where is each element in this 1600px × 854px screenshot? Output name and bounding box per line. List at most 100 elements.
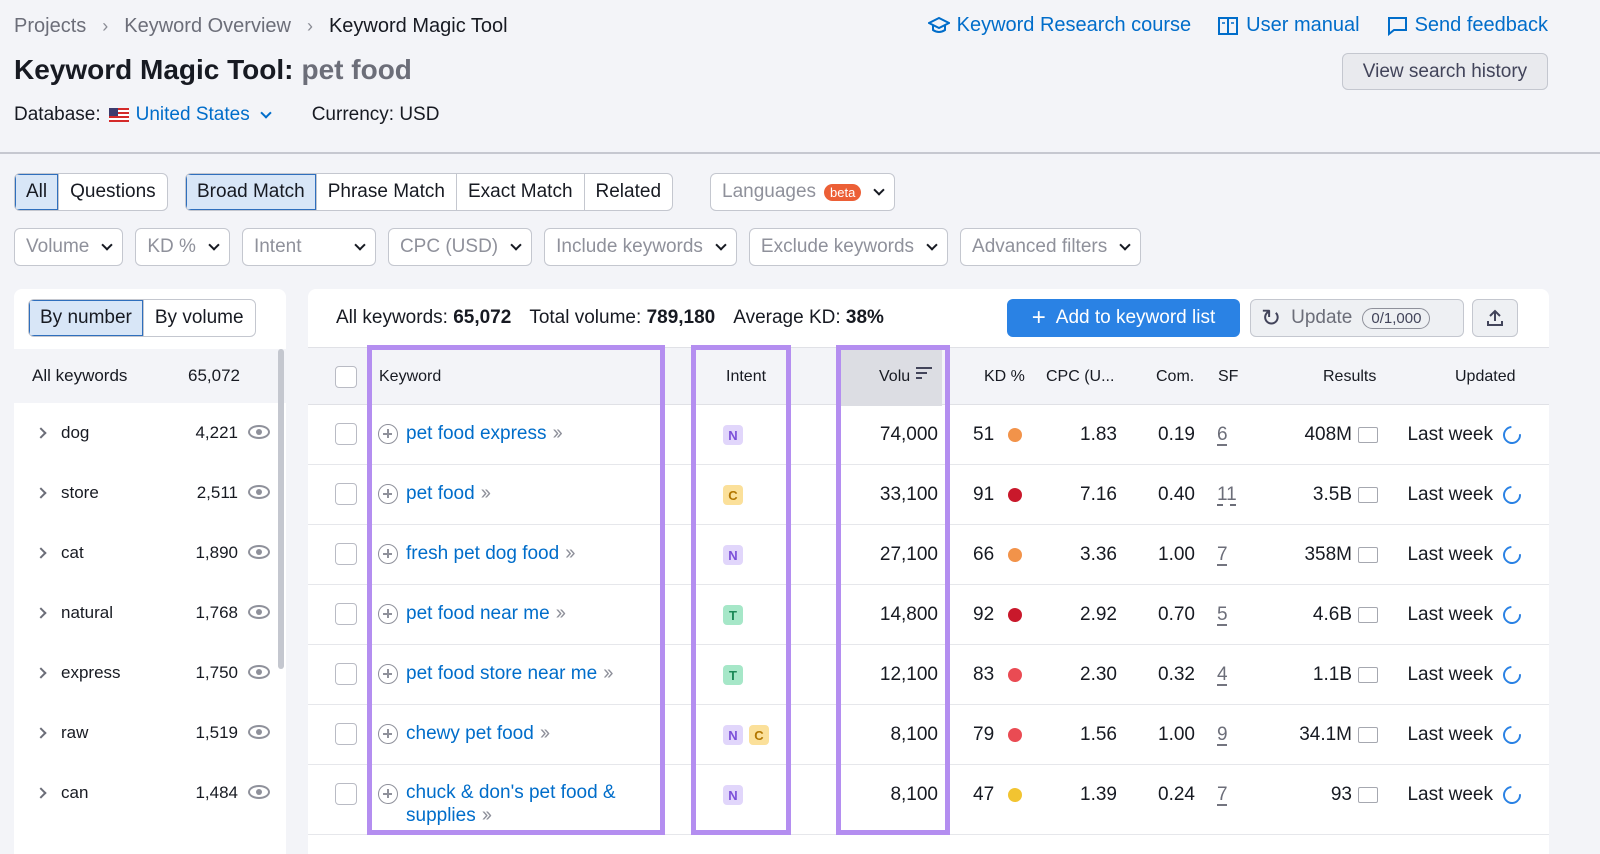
languages-dropdown[interactable]: Languages beta	[710, 173, 896, 211]
refresh-icon[interactable]	[1499, 482, 1525, 508]
intent-badge[interactable]: N	[723, 725, 743, 745]
serp-features-cell[interactable]: 9	[1217, 724, 1228, 745]
serp-features-cell[interactable]: 11	[1217, 484, 1237, 505]
add-keyword-icon[interactable]	[378, 724, 398, 744]
row-checkbox[interactable]	[335, 423, 357, 445]
tab-questions[interactable]: Questions	[58, 174, 167, 210]
keyword-link[interactable]: fresh pet dog food ››	[406, 542, 576, 565]
serp-preview-icon[interactable]	[1358, 727, 1378, 743]
update-button[interactable]: ↻ Update 0/1,000	[1250, 299, 1464, 337]
intent-badge[interactable]: T	[723, 665, 743, 685]
column-kd[interactable]: KD %	[984, 368, 1025, 385]
all-keywords-group[interactable]: All keywords 65,072	[14, 349, 286, 403]
row-checkbox[interactable]	[335, 663, 357, 685]
refresh-icon[interactable]	[1499, 662, 1525, 688]
double-chevron-right-icon[interactable]: ››	[565, 542, 575, 564]
view-search-history-button[interactable]: View search history	[1342, 53, 1548, 90]
serp-features-cell[interactable]: 4	[1217, 664, 1228, 685]
advanced-filters[interactable]: Advanced filters	[960, 228, 1142, 266]
chevron-right-icon[interactable]	[35, 607, 47, 619]
keyword-link[interactable]: pet food ››	[406, 482, 491, 505]
add-keyword-icon[interactable]	[378, 664, 398, 684]
by-volume-button[interactable]: By volume	[142, 300, 255, 336]
group-item[interactable]: store 2,511	[14, 463, 274, 523]
group-item[interactable]: raw 1,519	[14, 703, 274, 763]
kd-filter[interactable]: KD %	[135, 228, 230, 266]
exclude-keywords-filter[interactable]: Exclude keywords	[748, 228, 949, 266]
column-volume[interactable]: Volu	[879, 368, 911, 385]
add-keyword-icon[interactable]	[378, 784, 398, 804]
add-keyword-icon[interactable]	[378, 604, 398, 624]
intent-badge[interactable]: N	[723, 545, 743, 565]
group-item[interactable]: dog 4,221	[14, 403, 274, 463]
include-keywords-filter[interactable]: Include keywords	[544, 228, 737, 266]
double-chevron-right-icon[interactable]: ››	[555, 602, 566, 624]
serp-features-cell[interactable]: 5	[1217, 604, 1228, 625]
eye-icon[interactable]	[248, 665, 270, 679]
serp-preview-icon[interactable]	[1358, 427, 1378, 443]
eye-icon[interactable]	[248, 425, 270, 439]
chevron-right-icon[interactable]	[35, 487, 47, 499]
refresh-icon[interactable]	[1499, 422, 1525, 448]
intent-badge[interactable]: C	[749, 725, 769, 745]
tab-phrase-match[interactable]: Phrase Match	[315, 174, 456, 210]
column-results[interactable]: Results	[1323, 368, 1377, 385]
row-checkbox[interactable]	[335, 483, 357, 505]
keyword-link[interactable]: chuck & don's pet food & supplies ››	[406, 782, 668, 827]
database-selector[interactable]: United States	[136, 104, 272, 126]
double-chevron-right-icon[interactable]: ››	[603, 662, 613, 684]
double-chevron-right-icon[interactable]: ››	[539, 722, 550, 744]
chevron-right-icon[interactable]	[35, 667, 47, 679]
eye-icon[interactable]	[248, 785, 270, 799]
add-keyword-icon[interactable]	[378, 424, 398, 444]
group-item[interactable]: can 1,484	[14, 763, 274, 823]
breadcrumb-keyword-overview[interactable]: Keyword Overview	[124, 15, 291, 37]
export-button[interactable]	[1472, 299, 1518, 337]
group-item[interactable]: cat 1,890	[14, 523, 274, 583]
chevron-right-icon[interactable]	[35, 727, 47, 739]
eye-icon[interactable]	[248, 725, 270, 739]
group-item[interactable]: express 1,750	[14, 643, 274, 703]
row-checkbox[interactable]	[335, 603, 357, 625]
double-chevron-right-icon[interactable]: ››	[552, 422, 562, 444]
keyword-link[interactable]: pet food store near me ››	[406, 662, 614, 685]
keyword-link[interactable]: pet food near me ››	[406, 602, 566, 625]
double-chevron-right-icon[interactable]: ››	[480, 482, 491, 504]
select-all-checkbox[interactable]	[335, 366, 357, 388]
user-manual-link[interactable]: User manual	[1217, 14, 1360, 37]
tab-all[interactable]: All	[15, 174, 59, 210]
tab-exact-match[interactable]: Exact Match	[455, 174, 584, 210]
serp-preview-icon[interactable]	[1358, 667, 1378, 683]
group-item[interactable]: natural 1,768	[14, 583, 274, 643]
double-chevron-right-icon[interactable]: ››	[481, 804, 492, 826]
refresh-icon[interactable]	[1499, 782, 1525, 808]
add-to-keyword-list-button[interactable]: + Add to keyword list	[1007, 299, 1240, 337]
serp-features-cell[interactable]: 7	[1217, 544, 1228, 565]
intent-badge[interactable]: N	[723, 425, 743, 445]
keyword-research-course-link[interactable]: Keyword Research course	[927, 14, 1191, 37]
column-intent[interactable]: Intent	[726, 368, 767, 385]
column-sf[interactable]: SF	[1218, 368, 1239, 385]
refresh-icon[interactable]	[1499, 722, 1525, 748]
column-cpc[interactable]: CPC (U...	[1046, 368, 1115, 385]
column-keyword[interactable]: Keyword	[379, 368, 442, 385]
serp-preview-icon[interactable]	[1358, 787, 1378, 803]
eye-icon[interactable]	[248, 485, 270, 499]
volume-filter[interactable]: Volume	[14, 228, 124, 266]
sidebar-scrollbar[interactable]	[278, 349, 284, 669]
keyword-link[interactable]: pet food express ››	[406, 422, 563, 445]
sort-desc-icon[interactable]	[915, 365, 933, 386]
row-checkbox[interactable]	[335, 543, 357, 565]
tab-broad-match[interactable]: Broad Match	[186, 174, 316, 210]
serp-preview-icon[interactable]	[1358, 607, 1378, 623]
eye-icon[interactable]	[248, 605, 270, 619]
breadcrumb-projects[interactable]: Projects	[14, 15, 87, 37]
refresh-icon[interactable]	[1499, 542, 1525, 568]
add-keyword-icon[interactable]	[378, 484, 398, 504]
keyword-link[interactable]: chewy pet food ››	[406, 722, 550, 745]
intent-badge[interactable]: C	[723, 485, 743, 505]
serp-features-cell[interactable]: 7	[1217, 784, 1228, 805]
cpc-filter[interactable]: CPC (USD)	[387, 228, 533, 266]
by-number-button[interactable]: By number	[29, 300, 143, 336]
add-keyword-icon[interactable]	[378, 544, 398, 564]
